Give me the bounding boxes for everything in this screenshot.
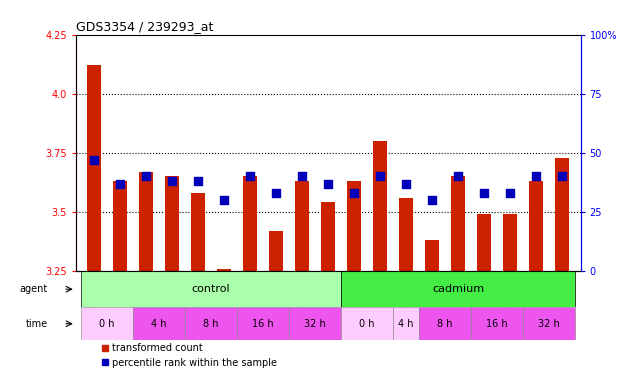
Point [193,178,203,184]
Bar [191,193,205,271]
Text: 0 h: 0 h [99,319,115,329]
Legend: transformed count, percentile rank within the sample: transformed count, percentile rank withi… [101,343,278,368]
Point [271,190,281,196]
Bar [523,308,575,340]
Point [219,197,229,203]
Bar [87,65,101,271]
Bar [289,308,341,340]
Bar [133,308,185,340]
Bar [471,308,523,340]
Text: cadmium: cadmium [432,284,484,294]
Bar [373,141,387,271]
Bar [451,176,466,271]
Bar [347,181,362,271]
Bar [555,157,569,271]
Bar [295,181,309,271]
Bar [341,271,575,308]
Text: 4 h: 4 h [398,319,414,329]
Point [375,173,385,179]
Bar [269,231,283,271]
Text: 8 h: 8 h [437,319,453,329]
Bar [237,308,289,340]
Text: control: control [192,284,230,294]
Bar [139,172,153,271]
Text: 32 h: 32 h [304,319,326,329]
Bar [341,308,393,340]
Point [323,180,333,187]
Bar [243,176,257,271]
Point [115,180,125,187]
Text: agent: agent [20,284,48,294]
Bar [321,202,335,271]
Bar [529,181,543,271]
Point [401,180,411,187]
Text: 8 h: 8 h [203,319,219,329]
Bar [185,308,237,340]
Bar [217,269,231,271]
Text: 4 h: 4 h [151,319,167,329]
Point [167,178,177,184]
Bar [419,308,471,340]
Point [531,173,541,179]
Point [453,173,463,179]
Point [245,173,255,179]
Bar [165,176,179,271]
Point [297,173,307,179]
Point [505,190,516,196]
Bar [393,308,419,340]
Text: 32 h: 32 h [538,319,560,329]
Bar [81,271,341,308]
Point [479,190,489,196]
Point [427,197,437,203]
Bar [81,308,133,340]
Point [141,173,151,179]
Point [349,190,359,196]
Bar [503,214,517,271]
Point [89,157,99,163]
Text: GDS3354 / 239293_at: GDS3354 / 239293_at [76,20,213,33]
Point [557,173,567,179]
Text: 16 h: 16 h [252,319,274,329]
Bar [477,214,492,271]
Bar [399,198,413,271]
Text: 16 h: 16 h [487,319,508,329]
Bar [425,240,439,271]
Text: time: time [26,319,48,329]
Bar [113,181,127,271]
Text: 0 h: 0 h [360,319,375,329]
